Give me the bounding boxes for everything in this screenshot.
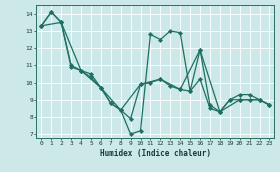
X-axis label: Humidex (Indice chaleur): Humidex (Indice chaleur) (100, 149, 211, 158)
